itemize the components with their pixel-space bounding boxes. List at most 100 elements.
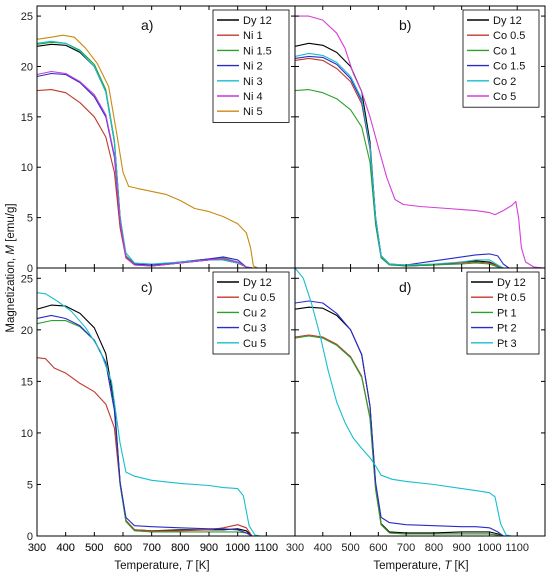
panels: 300 400 500 600 700 800 900 1000 1100 0 5 10 15 20 25 a… [21, 5, 546, 554]
x-tick-label: 700 [142, 542, 160, 554]
legend-entry: Dy 12 [493, 15, 522, 27]
panel-3: 300 400 500 600 700 800 900 1000 1100 300 400 500 60… [21, 267, 529, 554]
series-line-pt-2 [295, 300, 545, 536]
series-line-ni-4 [37, 70, 295, 268]
y-axis-label: Magnetization, M [emu/g] [5, 203, 17, 332]
x-tick-label: 600 [114, 542, 132, 554]
x-tick-label: 300 [28, 542, 46, 554]
x-tick-label: 800 [171, 542, 189, 554]
x-tick-label: 900 [200, 542, 218, 554]
legend: Dy 12 Pt 0.5 Pt 1 Pt 2 Pt 3 [466, 271, 540, 355]
panel-label: a) [141, 17, 153, 33]
series-line-dy-12 [295, 306, 545, 536]
x-tick-label: 400 [56, 542, 74, 554]
legend-box [462, 9, 540, 108]
x-tick-label: 1000 [225, 542, 249, 554]
y-tick-label: 25 [21, 11, 33, 23]
x-tick-label: 600 [114, 542, 132, 554]
y-tick-label: 25 [21, 273, 33, 285]
x-tick-label: 900 [200, 542, 218, 554]
x-tick-label: 700 [142, 542, 160, 554]
x-tick-label: 500 [85, 542, 103, 554]
legend-entry: Ni 1.5 [243, 45, 272, 57]
x-tick-label: 600 [369, 542, 387, 554]
legend-entry: Co 1.5 [493, 61, 525, 73]
legend-entry: Ni 1 [243, 30, 263, 42]
series-group [295, 15, 545, 268]
y-tick-label: 5 [27, 213, 33, 225]
y-tick-label: 10 [21, 162, 33, 174]
x-axis-label-left: Temperature, T [K] [114, 560, 209, 572]
legend: Dy 12 Cu 0.5 Cu 2 Cu 3 Cu 5 [212, 271, 290, 355]
legend-entry: Dy 12 [497, 277, 526, 289]
y-tick-label: 20 [21, 61, 33, 73]
x-tick-label: 1100 [505, 542, 529, 554]
x-tick-label: 500 [341, 542, 359, 554]
legend-entry: Dy 12 [243, 15, 272, 27]
series-line-cu-5 [37, 292, 295, 536]
x-tick-label: 400 [314, 542, 332, 554]
series-group [37, 34, 295, 268]
series-line-cu-0.5 [37, 357, 295, 536]
legend-entry: Cu 5 [243, 338, 266, 350]
x-tick-label: 1100 [255, 542, 279, 554]
series-line-cu-2 [37, 320, 295, 536]
series-line-co-5 [295, 15, 545, 268]
y-tick-label: 0 [27, 531, 33, 543]
legend: Dy 12 Ni 1 Ni 1.5 Ni 2 Ni 3 Ni 4 Ni 5 [212, 9, 290, 123]
x-axis-label-right: Temperature, T [K] [373, 560, 468, 572]
x-tick-label: 800 [171, 542, 189, 554]
legend-entry: Co 0.5 [493, 30, 525, 42]
x-tick-label: 1000 [225, 542, 249, 554]
panel-1: 300 400 500 600 700 800 900 1000 1100 0 5 10 15 20 25 a… [21, 5, 296, 554]
legend-entry: Ni 2 [243, 61, 263, 73]
series-line-pt-0.5 [295, 334, 545, 536]
x-tick-label: 300 [286, 542, 304, 554]
x-tick-label: 400 [56, 542, 74, 554]
y-tick-label: 15 [21, 376, 33, 388]
legend-entry: Pt 1 [497, 307, 517, 319]
legend-entry: Cu 3 [243, 323, 266, 335]
legend-entry: Ni 3 [243, 76, 263, 88]
panel-label: b) [399, 17, 411, 33]
legend-entry: Pt 3 [497, 338, 517, 350]
series-line-ni-5 [37, 34, 295, 268]
legend-entry: Pt 2 [497, 323, 517, 335]
panel-4: d) Dy 12 Pt 0.5 Pt 1 Pt 2 Pt 3 [294, 267, 546, 537]
x-tick-label: 500 [85, 542, 103, 554]
legend-entry: Dy 12 [243, 277, 272, 289]
y-tick-label: 20 [21, 325, 33, 337]
legend-entry: Cu 0.5 [243, 292, 275, 304]
y-tick-label: 10 [21, 428, 33, 440]
legend-entry: Ni 5 [243, 106, 263, 118]
legend-entry: Ni 4 [243, 91, 263, 103]
panel-label: c) [141, 279, 153, 295]
series-line-co-2 [295, 52, 545, 268]
x-tick-label: 700 [397, 542, 415, 554]
panel-2: b) Dy 12 Co 0.5 Co 1 Co 1.5 Co 2 Co 5 [294, 5, 546, 269]
legend-entry: Co 1 [493, 45, 516, 57]
y-tick-label: 0 [27, 263, 33, 275]
legend: Dy 12 Co 0.5 Co 1 Co 1.5 Co 2 Co 5 [462, 9, 540, 108]
series-line-ni-3 [37, 40, 295, 268]
y-tick-label: 15 [21, 112, 33, 124]
x-tick-label: 1100 [255, 542, 279, 554]
series-line-pt-1 [295, 335, 545, 536]
legend-entry: Pt 0.5 [497, 292, 526, 304]
panel-label: d) [399, 279, 411, 295]
series-group [295, 268, 545, 536]
series-line-co-1 [295, 89, 545, 268]
series-group [37, 292, 295, 536]
legend-entry: Co 5 [493, 91, 516, 103]
series-line-pt-3 [295, 268, 545, 536]
legend-entry: Co 2 [493, 76, 516, 88]
plot-frame [294, 267, 546, 537]
x-tick-label: 800 [425, 542, 443, 554]
x-tick-label: 900 [452, 542, 470, 554]
x-tick-label: 300 [28, 542, 46, 554]
y-tick-label: 5 [27, 479, 33, 491]
series-line-cu-3 [37, 314, 295, 536]
legend-entry: Cu 2 [243, 307, 266, 319]
x-tick-label: 1000 [477, 542, 501, 554]
